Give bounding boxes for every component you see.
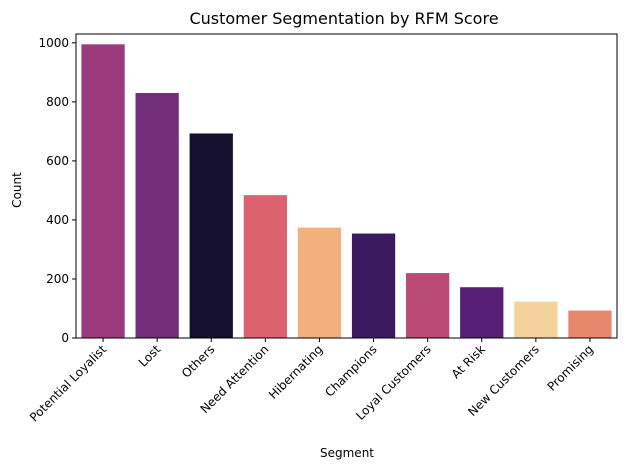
y-tick-label-5: 1000 — [38, 36, 69, 50]
bar-6 — [406, 273, 450, 338]
x-axis-label: Segment — [320, 446, 374, 460]
y-tick-label-3: 600 — [46, 154, 69, 168]
x-tick-label-9: Promising — [545, 342, 597, 394]
bar-2 — [189, 133, 233, 338]
x-tick-label-5: Champions — [322, 342, 379, 399]
x-tick-label-4: Hibernating — [266, 342, 326, 402]
y-axis: 0 200 400 600 800 1000 — [38, 36, 76, 345]
x-tick-label-0: Potential Loyalist — [27, 342, 109, 424]
bar-9 — [568, 310, 612, 338]
bars — [81, 44, 612, 338]
y-tick-label-2: 400 — [46, 213, 69, 227]
chart-title: Customer Segmentation by RFM Score — [189, 9, 498, 28]
bar-4 — [297, 227, 342, 338]
x-tick-label-7: At Risk — [449, 342, 488, 381]
bar-8 — [514, 301, 558, 338]
y-axis-label: Count — [10, 172, 24, 208]
y-tick-label-1: 200 — [46, 272, 69, 286]
plot-frame — [75, 33, 618, 339]
plot-area: 0 200 400 600 800 1000 Potential Loyalist Lost… — [27, 33, 618, 424]
bar-7 — [460, 287, 504, 338]
bar-0 — [81, 44, 125, 338]
bar-1 — [135, 93, 179, 338]
x-tick-label-1: Lost — [136, 342, 164, 370]
y-tick-label-4: 800 — [46, 95, 69, 109]
bar-3 — [243, 195, 287, 338]
x-tick-label-2: Others — [179, 342, 217, 380]
y-tick-label-0: 0 — [61, 331, 69, 345]
bar-5 — [351, 233, 396, 338]
